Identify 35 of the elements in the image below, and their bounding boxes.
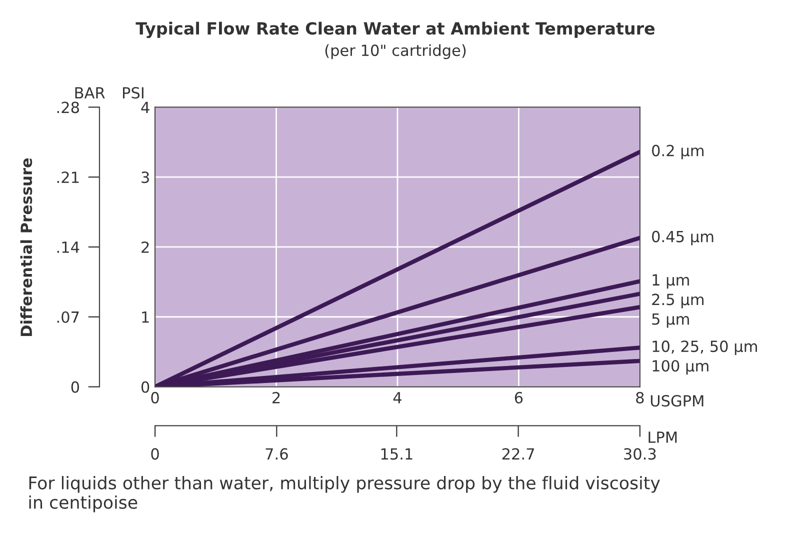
series-label: 0.2 µm [652,144,704,160]
series-label: 10, 25, 50 µm [652,340,757,356]
x-tick-label: 6 [514,392,523,404]
chart-title: Typical Flow Rate Clean Water at Ambient Temperature [136,22,655,38]
x-tick-label: 2 [272,392,280,404]
y2-tick-label: 0 [71,381,80,393]
x2-axis-title: LPM [648,432,677,443]
x2-tick-label: 30.3 [624,448,656,460]
x2-tick-label: 22.7 [502,448,534,460]
x-axis-title: USGPM [650,395,704,407]
y2-tick-label: .07 [57,311,79,323]
y-tick-label: 3 [142,172,149,184]
y2-tick-label: .21 [57,172,79,183]
y-tick-label: 0 [141,381,150,393]
series-label: 0.45 µm [652,230,714,246]
x-tick-label: 0 [151,392,159,404]
series-label: 1 µm [652,274,689,289]
x-tick-label: 4 [393,392,402,404]
y2-tick-label: .28 [57,102,79,114]
x2-tick-label: 0 [151,448,159,460]
y-tick-label: 1 [142,312,149,323]
y-axis-title: PSI [123,87,144,99]
x-tick-label: 8 [636,392,644,404]
text: For liquids other than water, multiply pressure drop by the fluid viscosity in centipoise [29,476,660,512]
y2-axis-title: BAR [75,87,105,98]
x2-tick-label: 15.1 [381,448,412,460]
series-label: 2.5 µm [652,294,704,308]
y-tick-label: 2 [142,241,149,253]
x2-tick-label: 7.6 [266,448,288,460]
series-label: 5 µm [652,313,689,328]
series-label: 100 µm [652,360,708,375]
text: Differential Pressure [20,158,32,336]
y-tick-label: 4 [141,102,150,113]
y2-tick-label: .14 [57,242,80,253]
chart-subtitle: (per 10" cartridge) [325,44,466,60]
